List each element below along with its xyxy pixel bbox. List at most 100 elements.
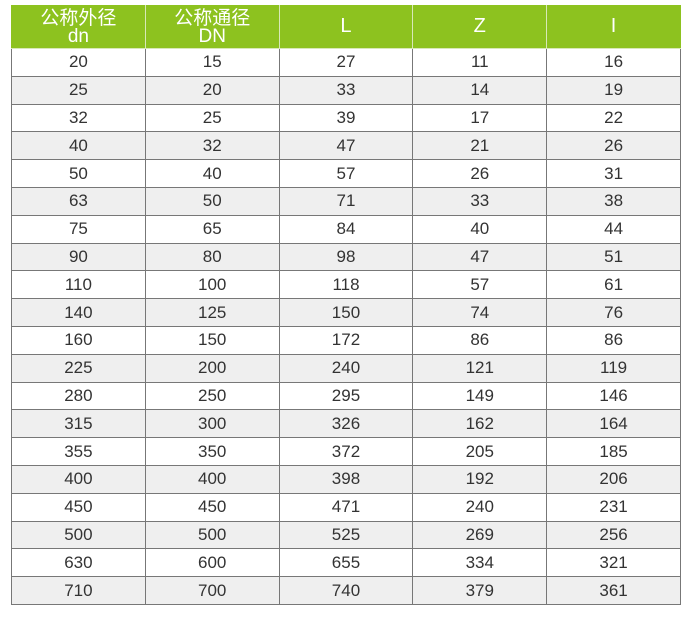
cell-L: 98 (278, 242, 414, 272)
cell-L: 47 (278, 131, 414, 161)
cell-L: 118 (278, 270, 414, 300)
cell-Z: 47 (412, 242, 548, 272)
cell-I: 119 (546, 353, 681, 383)
cell-L: 71 (278, 186, 414, 216)
table-row: 90 80 98 47 51 (11, 242, 681, 272)
header-DN: 公称通径 DN (144, 5, 280, 49)
header-dn: 公称外径 dn (11, 5, 146, 49)
header-Z: Z (412, 5, 548, 49)
dimension-table: 公称外径 dn 公称通径 DN L Z I 20 15 27 11 16 25 20 33 14 19… (11, 5, 681, 605)
header-I-label: I (610, 15, 617, 37)
cell-dn: 25 (11, 75, 146, 105)
table-row: 710 700 740 379 361 (11, 576, 681, 605)
cell-DN: 15 (144, 48, 280, 77)
cell-DN: 125 (144, 298, 280, 327)
cell-DN: 450 (144, 492, 280, 522)
cell-Z: 379 (412, 576, 548, 605)
cell-DN: 100 (144, 270, 280, 300)
cell-dn: 500 (11, 520, 146, 550)
table-row: 140 125 150 74 76 (11, 298, 681, 327)
cell-Z: 26 (412, 159, 548, 188)
cell-I: 231 (546, 492, 681, 522)
cell-I: 146 (546, 381, 681, 411)
cell-DN: 200 (144, 353, 280, 383)
cell-dn: 50 (11, 159, 146, 188)
cell-I: 361 (546, 576, 681, 605)
cell-L: 740 (278, 576, 414, 605)
cell-dn: 630 (11, 548, 146, 578)
table-row: 280 250 295 149 146 (11, 381, 681, 411)
cell-DN: 700 (144, 576, 280, 605)
cell-L: 471 (278, 492, 414, 522)
cell-I: 321 (546, 548, 681, 578)
cell-I: 16 (546, 48, 681, 77)
cell-Z: 14 (412, 75, 548, 105)
cell-Z: 17 (412, 103, 548, 133)
table-row: 40 32 47 21 26 (11, 131, 681, 161)
table-row: 75 65 84 40 44 (11, 214, 681, 244)
cell-DN: 50 (144, 186, 280, 216)
table-body: 20 15 27 11 16 25 20 33 14 19 32 25 39 17 22 40 32 47 21 26… (11, 48, 681, 605)
cell-dn: 75 (11, 214, 146, 244)
cell-DN: 600 (144, 548, 280, 578)
cell-dn: 63 (11, 186, 146, 216)
table-row: 25 20 33 14 19 (11, 75, 681, 105)
cell-Z: 21 (412, 131, 548, 161)
cell-L: 240 (278, 353, 414, 383)
cell-I: 61 (546, 270, 681, 300)
cell-I: 206 (546, 464, 681, 494)
header-I: I (546, 5, 681, 49)
header-DN-label: 公称通径 (174, 7, 251, 29)
table-row: 315 300 326 162 164 (11, 409, 681, 439)
cell-Z: 240 (412, 492, 548, 522)
cell-L: 398 (278, 464, 414, 494)
table-row: 32 25 39 17 22 (11, 103, 681, 133)
cell-dn: 110 (11, 270, 146, 300)
cell-DN: 500 (144, 520, 280, 550)
cell-dn: 280 (11, 381, 146, 411)
cell-DN: 300 (144, 409, 280, 439)
cell-I: 26 (546, 131, 681, 161)
cell-Z: 57 (412, 270, 548, 300)
cell-DN: 250 (144, 381, 280, 411)
header-dn-sub: dn (67, 25, 89, 47)
cell-L: 39 (278, 103, 414, 133)
table-row: 355 350 372 205 185 (11, 437, 681, 466)
cell-dn: 140 (11, 298, 146, 327)
cell-I: 31 (546, 159, 681, 188)
header-L: L (278, 5, 414, 49)
cell-L: 295 (278, 381, 414, 411)
cell-Z: 11 (412, 48, 548, 77)
cell-DN: 65 (144, 214, 280, 244)
cell-dn: 400 (11, 464, 146, 494)
cell-Z: 162 (412, 409, 548, 439)
cell-DN: 40 (144, 159, 280, 188)
cell-DN: 25 (144, 103, 280, 133)
cell-Z: 86 (412, 325, 548, 355)
cell-L: 33 (278, 75, 414, 105)
cell-Z: 149 (412, 381, 548, 411)
cell-Z: 33 (412, 186, 548, 216)
cell-I: 185 (546, 437, 681, 466)
header-dn-label: 公称外径 (40, 7, 117, 29)
table-row: 450 450 471 240 231 (11, 492, 681, 522)
table-row: 110 100 118 57 61 (11, 270, 681, 300)
cell-I: 164 (546, 409, 681, 439)
cell-dn: 315 (11, 409, 146, 439)
header-row: 公称外径 dn 公称通径 DN L Z I (11, 5, 681, 49)
cell-I: 51 (546, 242, 681, 272)
cell-I: 256 (546, 520, 681, 550)
cell-I: 44 (546, 214, 681, 244)
header-DN-sub: DN (198, 25, 226, 47)
cell-I: 19 (546, 75, 681, 105)
cell-L: 372 (278, 437, 414, 466)
cell-Z: 192 (412, 464, 548, 494)
cell-DN: 32 (144, 131, 280, 161)
cell-L: 84 (278, 214, 414, 244)
header-L-label: L (340, 15, 352, 37)
cell-Z: 205 (412, 437, 548, 466)
cell-dn: 160 (11, 325, 146, 355)
table-row: 630 600 655 334 321 (11, 548, 681, 578)
cell-dn: 225 (11, 353, 146, 383)
table-row: 160 150 172 86 86 (11, 325, 681, 355)
